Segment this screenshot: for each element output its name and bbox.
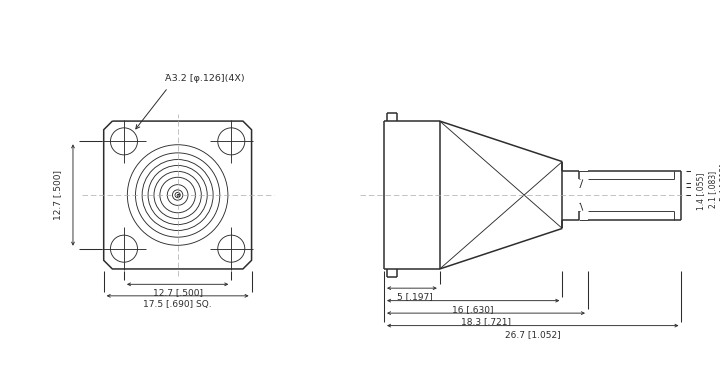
- Text: 18.3 [.721]: 18.3 [.721]: [461, 317, 511, 326]
- Text: 5.4 [.213]: 5.4 [.213]: [719, 164, 720, 201]
- Text: 17.5 [.690] SQ.: 17.5 [.690] SQ.: [143, 300, 212, 309]
- Text: 16 [.630]: 16 [.630]: [452, 305, 494, 314]
- Text: 2.1 [.083]: 2.1 [.083]: [708, 170, 716, 208]
- Text: 12.7 [.500]: 12.7 [.500]: [53, 170, 62, 220]
- Text: 5 [.197]: 5 [.197]: [397, 292, 433, 301]
- Text: 12.7 [.500]: 12.7 [.500]: [153, 289, 202, 298]
- Text: 26.7 [1.052]: 26.7 [1.052]: [505, 330, 561, 339]
- Text: 1.4 [.055]: 1.4 [.055]: [696, 172, 705, 210]
- Text: Ά3.2 [φ.126](4X): Ά3.2 [φ.126](4X): [165, 74, 244, 83]
